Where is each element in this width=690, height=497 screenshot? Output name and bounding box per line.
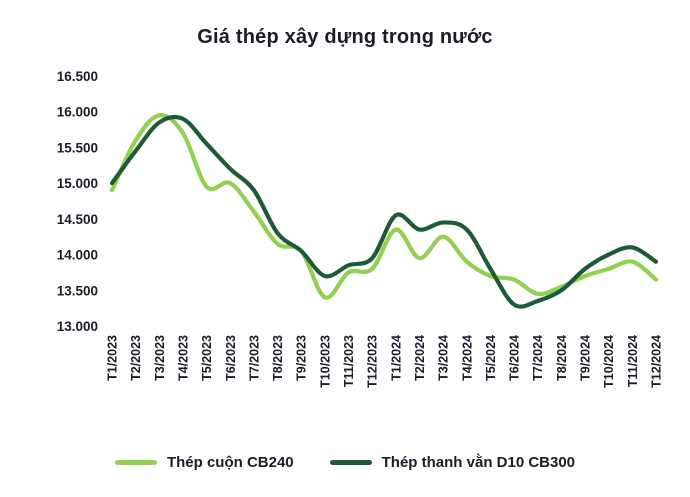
x-tick-label: T3/2024 [437,335,451,381]
x-tick-label: T5/2024 [484,335,498,381]
x-tick-label: T5/2023 [200,335,214,381]
legend-swatch-cb240 [114,460,157,465]
x-tick-label: T9/2024 [579,335,593,381]
series-line-cb300 [109,114,659,309]
x-tick-label: T6/2023 [224,335,238,381]
y-tick-label: 14.500 [57,212,98,227]
chart-title: Giá thép xây dựng trong nước [197,26,493,48]
y-tick-label: 16.500 [57,69,98,84]
x-tick-label: T3/2023 [153,335,167,381]
x-tick-label: T6/2024 [508,335,522,381]
y-tick-label: 16.000 [57,105,98,120]
chart-legend: Thép cuộn CB240 Thép thanh vằn D10 CB300 [0,454,690,471]
x-tick-label: T11/2024 [626,335,640,387]
chart-canvas: 16.500 16.000 15.500 15.000 14.500 14.000 13.5… [57,69,664,388]
x-tick-label: T1/2024 [389,335,403,381]
x-tick-label: T10/2024 [602,335,616,388]
x-tick-label: T12/2024 [650,335,664,388]
legend-item-cb300: Thép thanh vằn D10 CB300 [329,454,576,471]
x-tick-label: T10/2023 [318,335,332,388]
y-tick-label: 15.000 [57,176,98,191]
y-tick-label: 13.500 [57,283,98,298]
x-tick-label: T7/2024 [531,335,545,381]
legend-item-cb240: Thép cuộn CB240 [114,454,294,471]
y-tick-label: 13.000 [57,319,98,334]
x-tick-label: T1/2023 [106,335,120,381]
x-tick-label: T12/2023 [366,335,380,388]
legend-label-cb240: Thép cuộn CB240 [166,454,294,471]
x-tick-label: T8/2023 [271,335,285,381]
x-tick-label: T4/2024 [460,335,474,381]
y-tick-label: 15.500 [57,140,98,155]
x-tick-label: T9/2023 [295,335,309,381]
x-tick-label: T11/2023 [342,335,356,387]
legend-swatch-cb300 [329,460,372,465]
series-line-cb240 [109,113,659,300]
x-tick-label: T8/2024 [555,335,569,381]
x-tick-label: T2/2023 [129,335,143,381]
x-tick-label: T7/2023 [247,335,261,381]
x-tick-label: T2/2024 [413,335,427,381]
legend-label-cb300: Thép thanh vằn D10 CB300 [381,454,576,471]
y-tick-label: 14.000 [57,248,98,263]
x-tick-label: T4/2023 [176,335,190,381]
